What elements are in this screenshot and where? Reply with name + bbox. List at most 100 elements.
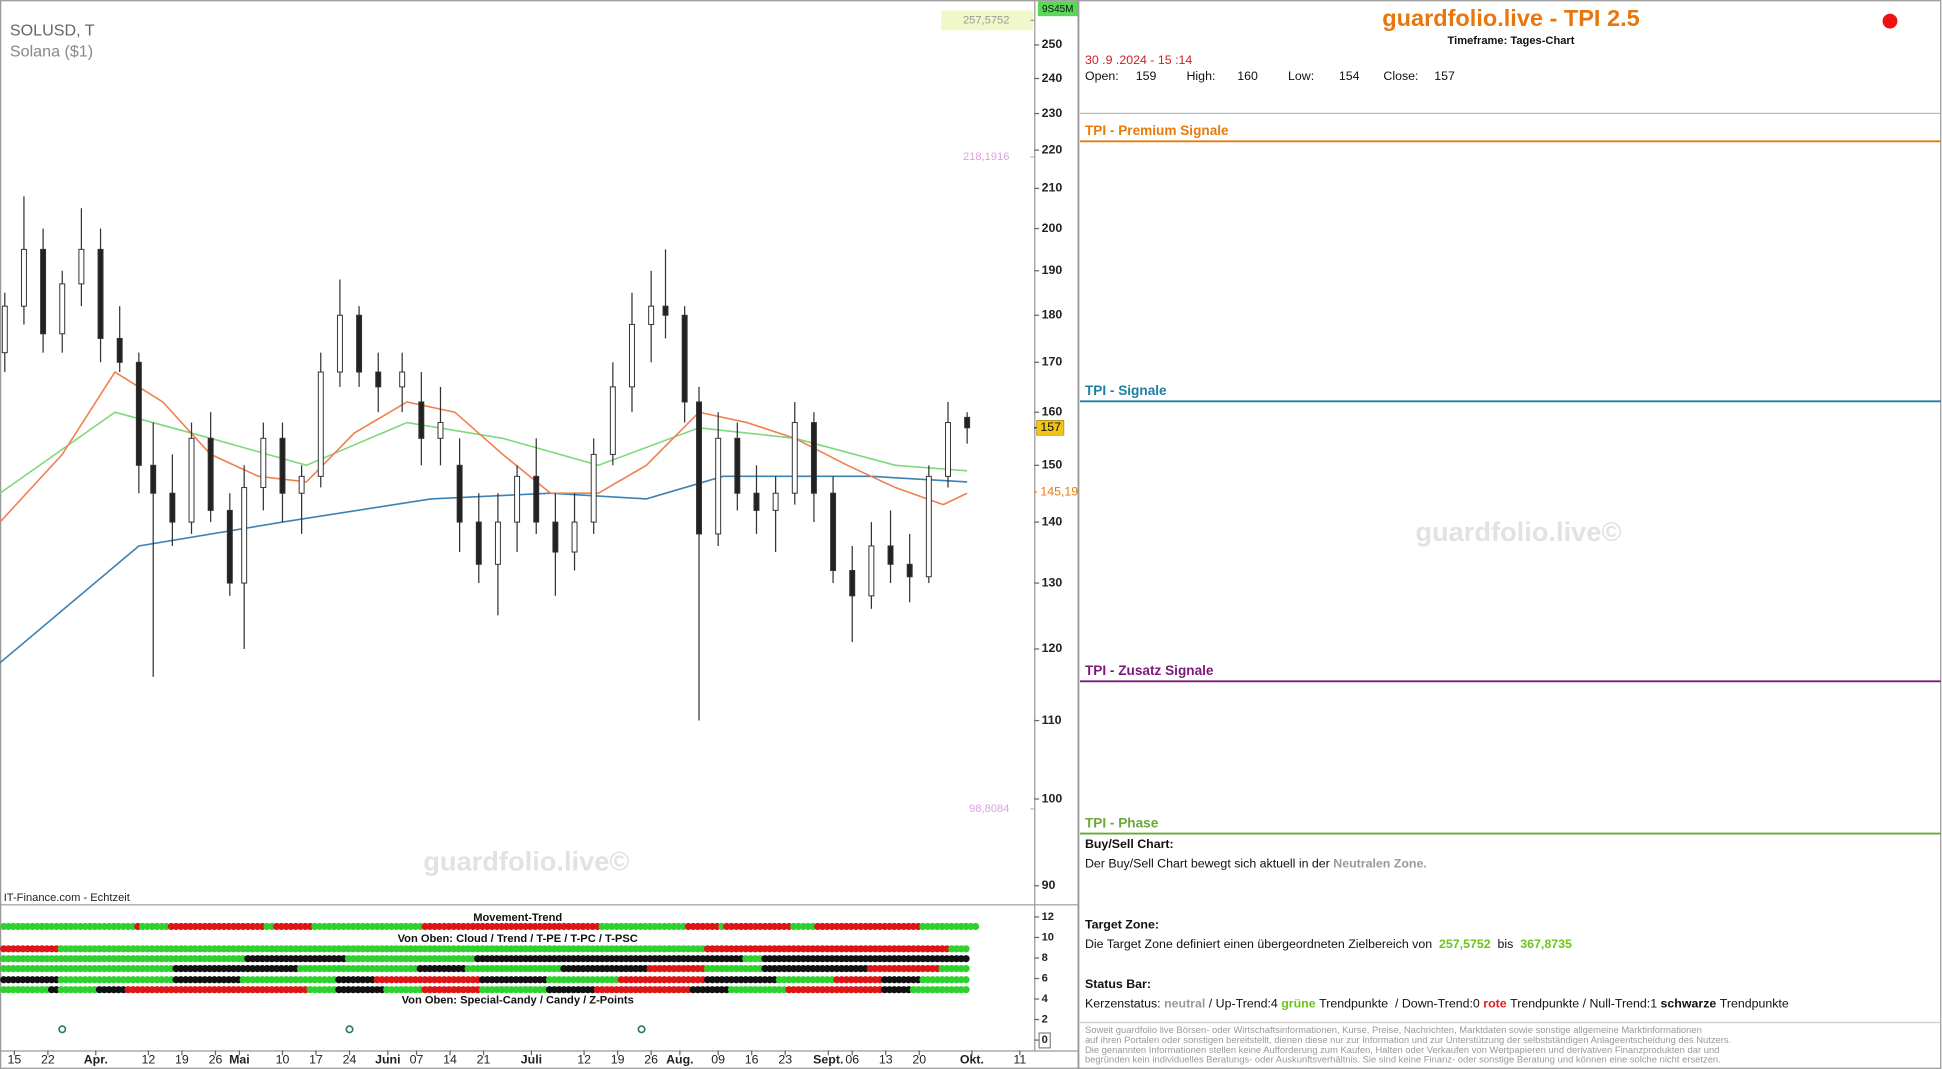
x-tick-label: 20 [912,1053,926,1067]
disclaimer: Soweit guardfolio live Börsen- oder Wirt… [1085,1024,1731,1065]
x-tick-label: 16 [745,1053,759,1067]
candle-body [494,521,501,565]
status-part: schwarze [1661,997,1717,1011]
ohlc-row: Open: 159 High: 160 Low: 154 Close: 157 [1085,69,1455,83]
average-line [0,411,968,494]
timeframe-badge: 9S45M [1042,4,1073,15]
disclaimer-line: auf ihren Portalen oder sonstigen bereit… [1085,1034,1731,1045]
candle-body [552,521,559,553]
candle-body [533,475,540,523]
candle-body [241,487,248,584]
x-tick-label: 14 [443,1053,457,1067]
x-tick-label: Aug. [666,1053,694,1067]
candle-body [906,563,913,578]
candle-body [964,416,971,429]
y-tick-label: 130 [1042,575,1063,589]
candle-body [279,437,286,494]
ohlc-label: High: [1187,69,1216,83]
panel-timeframe: Timeframe: Tages-Chart [1448,35,1575,47]
buy-sell-title: Buy/Sell Chart: [1085,837,1174,851]
panel-watermark: guardfolio.live© [1415,516,1621,547]
candle-body [437,422,444,439]
x-tick-label: Okt. [960,1053,984,1067]
x-tick-label: 21 [477,1053,491,1067]
candle-body [609,386,616,455]
x-tick-label: 26 [209,1053,223,1067]
candle-body [456,464,463,523]
data-source: IT-Finance.com - Echtzeit [4,892,131,904]
candle-body [772,492,779,511]
y-tick-label: 160 [1042,404,1063,418]
candle-body [59,283,66,335]
lower-y-tick-label: 6 [1042,972,1048,984]
candle-body [475,521,482,565]
candle-body [648,305,655,325]
ohlc-label: Open: [1085,69,1119,83]
price-label: 145,19 [1040,484,1078,498]
y-tick-label: 140 [1042,514,1063,528]
section-title: TPI - Signale [1085,383,1167,398]
candle-body [715,437,722,535]
candle-body [734,437,741,494]
x-tick-label: Sept. [813,1053,843,1067]
status-part: Trendpunkte / Null-Trend:1 [1510,997,1657,1011]
y-tick-label: 100 [1042,791,1063,805]
target-to: 367,8735 [1520,937,1572,951]
z-point [58,1025,67,1034]
z-point [345,1025,354,1034]
target-from: 257,5752 [1439,937,1491,951]
y-tick-label: 200 [1042,221,1063,235]
candle-body [169,492,176,523]
panel-title: guardfolio.live - TPI 2.5 [1382,5,1639,31]
status-part: Trendpunkte / Down-Trend:0 [1319,997,1480,1011]
lower-y-tick-label: 8 [1042,952,1048,964]
price-label: 257,5752 [963,14,1009,26]
signal-dot [962,945,970,953]
status-part: Kerzenstatus: [1085,997,1161,1011]
x-tick-label: 12 [577,1053,591,1067]
ohlc-value: 154 [1339,69,1360,83]
target-title: Target Zone: [1085,918,1159,932]
candle-body [571,521,578,553]
candle-body [868,545,875,597]
x-tick-label: 11 [1013,1053,1026,1067]
signal-dot [972,922,980,931]
candle-body [356,314,363,373]
x-tick-label: 12 [142,1053,156,1067]
x-tick-label: 07 [410,1053,424,1067]
zone: Neutralen Zone. [1333,857,1427,871]
section-title: TPI - Premium Signale [1085,123,1229,138]
candle-body [696,401,702,535]
section-title: TPI - Phase [1085,815,1159,830]
x-tick-label: 22 [41,1053,55,1067]
status-part: rote [1483,997,1506,1011]
sections: TPI - Premium Signale TPI - Signale TPI - … [1079,123,1941,835]
candle-body [116,337,123,363]
x-tick-label: Mai [229,1053,250,1067]
chart-subtitle: Solana ($1) [10,42,93,60]
status-dot [1882,13,1898,29]
candle-body [207,437,214,511]
ohlc-label: Close: [1383,69,1418,83]
candle-body [1,305,8,354]
buy-sell-text: Der Buy/Sell Chart bewegt sich aktuell i… [1085,857,1427,871]
status-text: Kerzenstatus: neutral / Up-Trend:4 grüne… [1085,997,1789,1011]
candle-body [399,371,406,388]
candle-body [150,464,157,494]
y-tick-label: 210 [1042,181,1063,195]
lower-y-tick-label: 4 [1042,993,1049,1005]
x-tick-label: 19 [175,1053,189,1067]
candle-body [260,437,267,489]
price-tag [1036,420,1065,436]
x-tick-label: 10 [276,1053,290,1067]
section-title: TPI - Zusatz Signale [1085,663,1214,678]
status-part: neutral [1164,997,1205,1011]
plot: 9010011012013014015016017018019020021022… [0,10,1078,1067]
x-tick-label: 17 [309,1053,323,1067]
lower-label-top: Von Oben: Cloud / Trend / T-PE / T-PC / … [398,933,638,945]
ohlc-value: 159 [1136,69,1157,83]
lower-y-tick-label: 0 [1042,1034,1048,1046]
status-part: Trendpunkte [1720,997,1789,1011]
panel-datetime: 30 .9 .2024 - 15 :14 [1085,53,1192,67]
